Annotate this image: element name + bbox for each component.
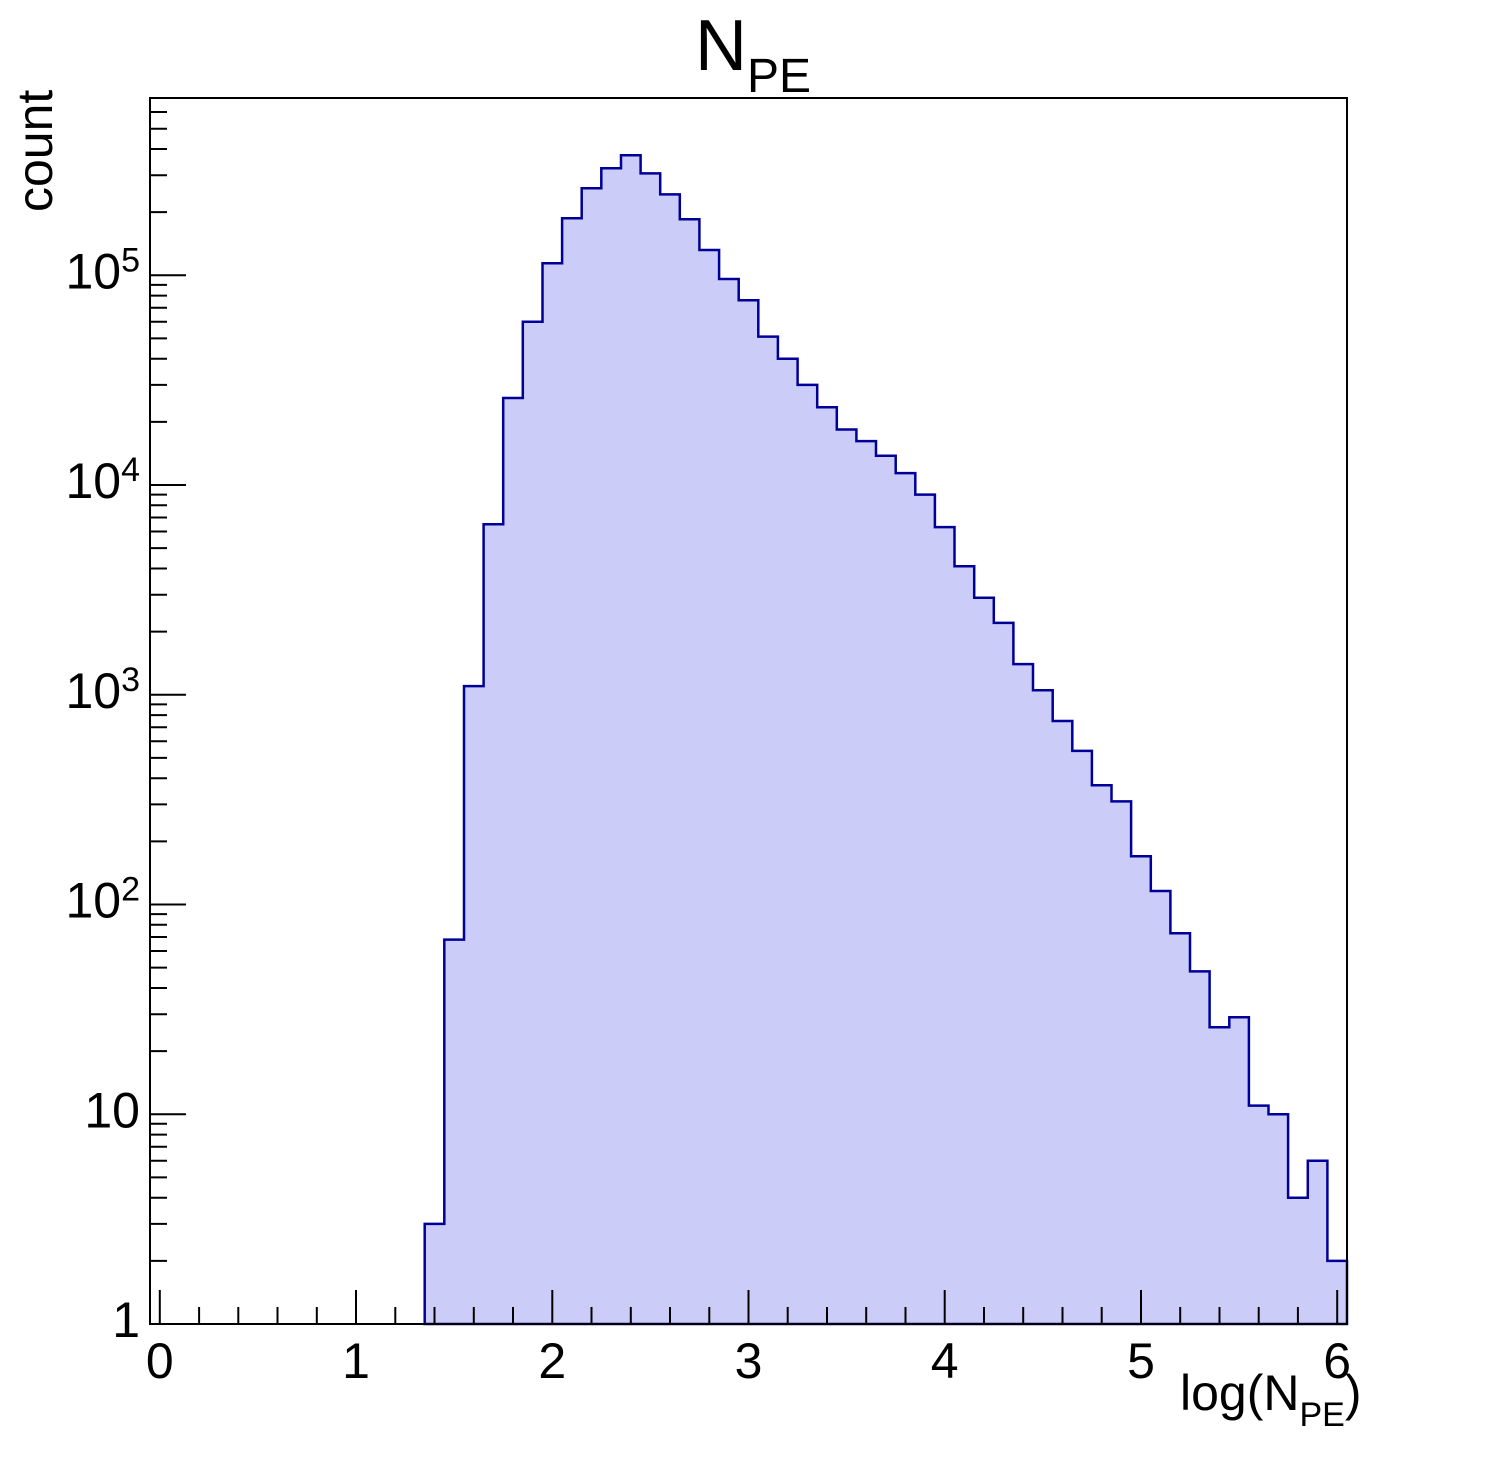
y-tick-label: 105 [65, 241, 140, 299]
x-tick-label: 3 [735, 1333, 763, 1389]
y-tick-exponent: 4 [121, 451, 140, 489]
y-tick-exponent: 3 [121, 661, 140, 699]
x-axis-ticks [158, 1290, 1339, 1324]
x-axis-title-pre: log(N [1180, 1365, 1299, 1421]
y-axis-ticks [150, 97, 186, 1325]
y-tick-label: 1 [112, 1292, 140, 1348]
x-tick-label: 2 [538, 1333, 566, 1389]
x-axis-tick-labels: 0 1 2 3 4 5 6 [146, 1333, 1351, 1389]
histogram-area [423, 154, 1349, 1326]
chart-title-subscript: PE [747, 50, 811, 103]
y-tick-label: 104 [65, 451, 140, 509]
y-tick-label: 102 [65, 871, 140, 929]
chart-title-main: N [695, 6, 747, 86]
y-tick-label: 10 [84, 1082, 140, 1138]
y-tick-exponent: 5 [121, 241, 140, 279]
y-axis-title: count [7, 90, 63, 212]
x-axis-title-subscript: PE [1299, 1396, 1344, 1434]
y-tick-exponent: 2 [121, 871, 140, 909]
y-tick-label: 103 [65, 661, 140, 719]
chart-title: NPE [695, 6, 811, 103]
y-axis-tick-labels: 1 10 102 103 104 105 [65, 241, 140, 1348]
x-tick-label: 1 [342, 1333, 370, 1389]
x-tick-label: 6 [1323, 1333, 1351, 1389]
x-tick-label: 0 [146, 1333, 174, 1389]
x-tick-label: 4 [931, 1333, 959, 1389]
x-axis-title-post: ) [1345, 1365, 1362, 1421]
x-tick-label: 5 [1127, 1333, 1155, 1389]
x-axis-title: log(NPE) [1180, 1365, 1362, 1434]
